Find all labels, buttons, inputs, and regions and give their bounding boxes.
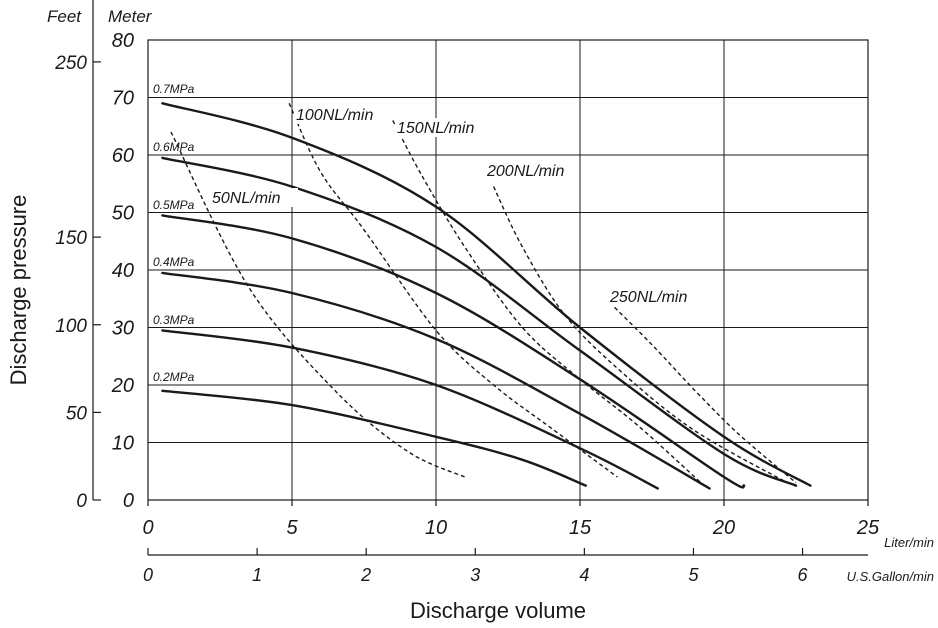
x-secondary-tick-label: 2 [360, 565, 371, 585]
x-secondary-unit-label: U.S.Gallon/min [847, 569, 934, 584]
y-tick-label: 0 [123, 490, 134, 512]
y-tick-label: 30 [112, 318, 134, 340]
airflow-curve-50nlmin [170, 131, 466, 478]
axes: 0 5 10 15 20 25 Liter/min 0 1 2 3 4 5 6 U.S.Gallon/min… [47, 0, 934, 585]
y-axis-title: Discharge pressure [6, 195, 31, 386]
y-tick-label: 80 [112, 30, 134, 52]
airflow-curve-label: 150NL/min [397, 120, 474, 137]
x-secondary-tick-label: 3 [470, 565, 480, 585]
pressure-curve-06mpa [161, 156, 798, 487]
airflow-label-background [395, 118, 483, 137]
y-tick-label: 60 [112, 145, 134, 167]
pressure-curve-05mpa [161, 214, 746, 489]
airflow-curve-label: 100NL/min [296, 107, 373, 124]
x-tick-label: 25 [856, 517, 880, 539]
pressure-curve-label: 0.6MPa [153, 140, 195, 154]
pressure-curve-label: 0.2MPa [153, 370, 195, 384]
x-tick-label: 10 [425, 517, 447, 539]
pressure-curve-label: 0.5MPa [153, 198, 195, 212]
labels: 0.7MPa 0.6MPa 0.5MPa 0.4MPa 0.3MPa 0.2MPa 50NL… [153, 82, 696, 384]
y-secondary-tick-label: 50 [66, 403, 88, 424]
x-tick-label: 5 [286, 517, 298, 539]
y-tick-label: 20 [111, 375, 134, 397]
plot-frame [147, 39, 869, 501]
y-secondary-tick-label: 250 [54, 53, 87, 74]
airflow-curve-label: 200NL/min [486, 163, 564, 180]
pressure-curves [161, 102, 812, 490]
airflow-label-background [608, 287, 696, 306]
airflow-curve-100nlmin [288, 103, 618, 478]
y-tick-label: 40 [112, 260, 134, 282]
y-tick-label: 70 [112, 88, 134, 110]
x-secondary-tick-label: 6 [798, 565, 809, 585]
x-secondary-tick-label: 0 [143, 565, 153, 585]
pressure-curve-label: 0.7MPa [153, 82, 195, 96]
pressure-curve-03mpa [161, 329, 659, 490]
y-tick-label: 50 [112, 203, 134, 225]
pressure-curve-07mpa [161, 102, 812, 487]
airflow-curves [170, 103, 797, 484]
grid [147, 39, 869, 501]
y-secondary-unit-label: Feet [47, 7, 82, 26]
pressure-curve-02mpa [161, 389, 587, 487]
x-tick-label: 15 [569, 517, 592, 539]
airflow-curve-250nlmin [614, 306, 797, 484]
x-secondary-tick-label: 1 [252, 565, 262, 585]
airflow-curve-label: 250NL/min [609, 289, 687, 306]
pressure-curve-label: 0.3MPa [153, 313, 195, 327]
y-secondary-tick-label: 0 [76, 491, 87, 512]
x-tick-label: 20 [712, 517, 735, 539]
y-tick-label: 10 [112, 433, 134, 455]
airflow-label-background [210, 188, 298, 207]
y-unit-label: Meter [108, 7, 153, 26]
x-secondary-tick-label: 4 [579, 565, 589, 585]
x-tick-label: 0 [142, 517, 153, 539]
airflow-label-background [294, 105, 382, 124]
airflow-curve-200nlmin [492, 186, 788, 484]
airflow-curve-150nlmin [392, 120, 702, 484]
pressure-curve-04mpa [161, 271, 711, 490]
y-secondary-tick-label: 100 [55, 316, 87, 337]
y-secondary-tick-label: 150 [55, 228, 87, 249]
x-secondary-tick-label: 5 [688, 565, 699, 585]
airflow-label-background [485, 161, 573, 180]
pressure-curve-label: 0.4MPa [153, 255, 195, 269]
airflow-curve-label: 50NL/min [212, 190, 281, 207]
x-unit-label: Liter/min [884, 535, 934, 550]
x-axis-title: Discharge volume [410, 598, 586, 623]
